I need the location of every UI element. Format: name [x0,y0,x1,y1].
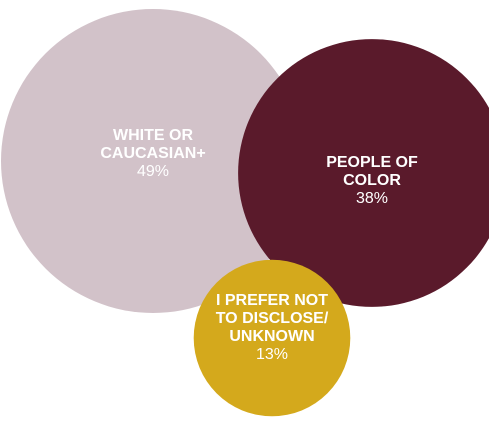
bubble-white-or-caucasian-label-line-1: WHITE OR [113,127,193,144]
bubble-people-of-color-circle [238,39,489,307]
bubble-people-of-color-label-line-1: PEOPLE OF [326,154,418,171]
bubble-white-or-caucasian-circle [1,9,305,313]
bubble-white-or-caucasian-label-line-2: CAUCASIAN+ [100,145,205,162]
bubble-people-of-color: PEOPLE OF COLOR 38% [238,39,489,307]
bubble-prefer-not-to-disclose: I PREFER NOT TO DISCLOSE/ UNKNOWN 13% [193,259,351,417]
bubble-prefer-not-to-disclose-label-line-1: I PREFER NOT [216,292,328,309]
bubble-prefer-not-to-disclose-label-line-2: TO DISCLOSE/ [216,310,329,327]
bubble-prefer-not-to-disclose-value: 13% [256,346,288,363]
bubble-prefer-not-to-disclose-circle [193,259,351,417]
bubble-people-of-color-label-line-2: COLOR [343,172,401,189]
bubble-white-or-caucasian-value: 49% [137,163,169,180]
bubble-people-of-color-value: 38% [356,190,388,207]
bubble-white-or-caucasian: WHITE OR CAUCASIAN+ 49% [1,9,305,313]
bubble-prefer-not-to-disclose-label-line-3: UNKNOWN [229,328,314,345]
